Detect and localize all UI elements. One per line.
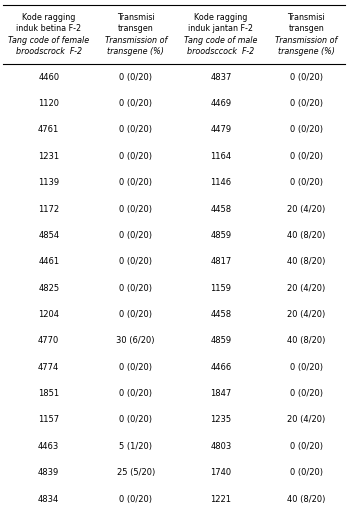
Text: Transmisi: Transmisi [117,13,155,22]
Text: 4761: 4761 [38,125,60,135]
Text: 4458: 4458 [211,310,231,319]
Text: 0 (0/20): 0 (0/20) [290,125,323,135]
Text: 4770: 4770 [38,336,60,346]
Text: 4460: 4460 [38,73,59,82]
Text: 4469: 4469 [211,99,231,108]
Text: 40 (8/20): 40 (8/20) [287,495,325,504]
Text: 0 (0/20): 0 (0/20) [119,362,152,372]
Text: 1851: 1851 [38,389,59,398]
Text: 1120: 1120 [38,99,59,108]
Text: 4466: 4466 [210,362,232,372]
Text: 4817: 4817 [210,257,232,266]
Text: 4839: 4839 [38,468,60,477]
Text: 0 (0/20): 0 (0/20) [119,389,152,398]
Text: 4859: 4859 [211,231,231,240]
Text: 0 (0/20): 0 (0/20) [290,99,323,108]
Text: 0 (0/20): 0 (0/20) [119,415,152,424]
Text: 0 (0/20): 0 (0/20) [119,152,152,161]
Text: 4834: 4834 [38,495,60,504]
Text: 1146: 1146 [211,178,231,187]
Text: 0 (0/20): 0 (0/20) [290,468,323,477]
Text: Transmission of: Transmission of [104,36,167,45]
Text: 1172: 1172 [38,204,59,214]
Text: 40 (8/20): 40 (8/20) [287,257,325,266]
Text: 1159: 1159 [211,284,231,293]
Text: 1139: 1139 [38,178,59,187]
Text: 20 (4/20): 20 (4/20) [287,284,325,293]
Text: 4825: 4825 [38,284,59,293]
Text: Transmission of: Transmission of [275,36,338,45]
Text: 0 (0/20): 0 (0/20) [119,204,152,214]
Text: 40 (8/20): 40 (8/20) [287,336,325,346]
Text: broodsccock  F-2: broodsccock F-2 [187,47,255,56]
Text: 1847: 1847 [210,389,232,398]
Text: broodscrock  F-2: broodscrock F-2 [16,47,82,56]
Text: 1221: 1221 [211,495,231,504]
Text: transgen: transgen [118,25,153,33]
Text: 0 (0/20): 0 (0/20) [290,389,323,398]
Text: 1740: 1740 [211,468,231,477]
Text: 25 (5/20): 25 (5/20) [117,468,155,477]
Text: 5 (1/20): 5 (1/20) [119,442,152,451]
Text: 30 (6/20): 30 (6/20) [117,336,155,346]
Text: 0 (0/20): 0 (0/20) [119,257,152,266]
Text: 20 (4/20): 20 (4/20) [287,310,325,319]
Text: Transmisi: Transmisi [287,13,325,22]
Text: 4479: 4479 [211,125,231,135]
Text: induk jantan F-2: induk jantan F-2 [189,25,253,33]
Text: 0 (0/20): 0 (0/20) [290,442,323,451]
Text: 1235: 1235 [211,415,231,424]
Text: 0 (0/20): 0 (0/20) [119,495,152,504]
Text: 0 (0/20): 0 (0/20) [119,125,152,135]
Text: 0 (0/20): 0 (0/20) [290,73,323,82]
Text: transgen: transgen [288,25,324,33]
Text: 20 (4/20): 20 (4/20) [287,415,325,424]
Text: 4859: 4859 [211,336,231,346]
Text: 0 (0/20): 0 (0/20) [119,178,152,187]
Text: 0 (0/20): 0 (0/20) [290,152,323,161]
Text: induk betina F-2: induk betina F-2 [16,25,81,33]
Text: 4458: 4458 [211,204,231,214]
Text: 4774: 4774 [38,362,60,372]
Text: 0 (0/20): 0 (0/20) [119,310,152,319]
Text: 4837: 4837 [210,73,232,82]
Text: Tang code of male: Tang code of male [184,36,258,45]
Text: 4461: 4461 [38,257,59,266]
Text: 4854: 4854 [38,231,59,240]
Text: 0 (0/20): 0 (0/20) [119,231,152,240]
Text: 0 (0/20): 0 (0/20) [119,284,152,293]
Text: Kode ragging: Kode ragging [22,13,76,22]
Text: transgene (%): transgene (%) [107,47,164,56]
Text: 0 (0/20): 0 (0/20) [119,73,152,82]
Text: Tang code of female: Tang code of female [8,36,89,45]
Text: 4803: 4803 [210,442,232,451]
Text: 0 (0/20): 0 (0/20) [290,178,323,187]
Text: 20 (4/20): 20 (4/20) [287,204,325,214]
Text: 1231: 1231 [38,152,59,161]
Text: 40 (8/20): 40 (8/20) [287,231,325,240]
Text: 0 (0/20): 0 (0/20) [290,362,323,372]
Text: 4463: 4463 [38,442,60,451]
Text: 1204: 1204 [38,310,59,319]
Text: 1157: 1157 [38,415,59,424]
Text: 1164: 1164 [211,152,231,161]
Text: transgene (%): transgene (%) [278,47,335,56]
Text: Kode ragging: Kode ragging [194,13,248,22]
Text: 0 (0/20): 0 (0/20) [119,99,152,108]
